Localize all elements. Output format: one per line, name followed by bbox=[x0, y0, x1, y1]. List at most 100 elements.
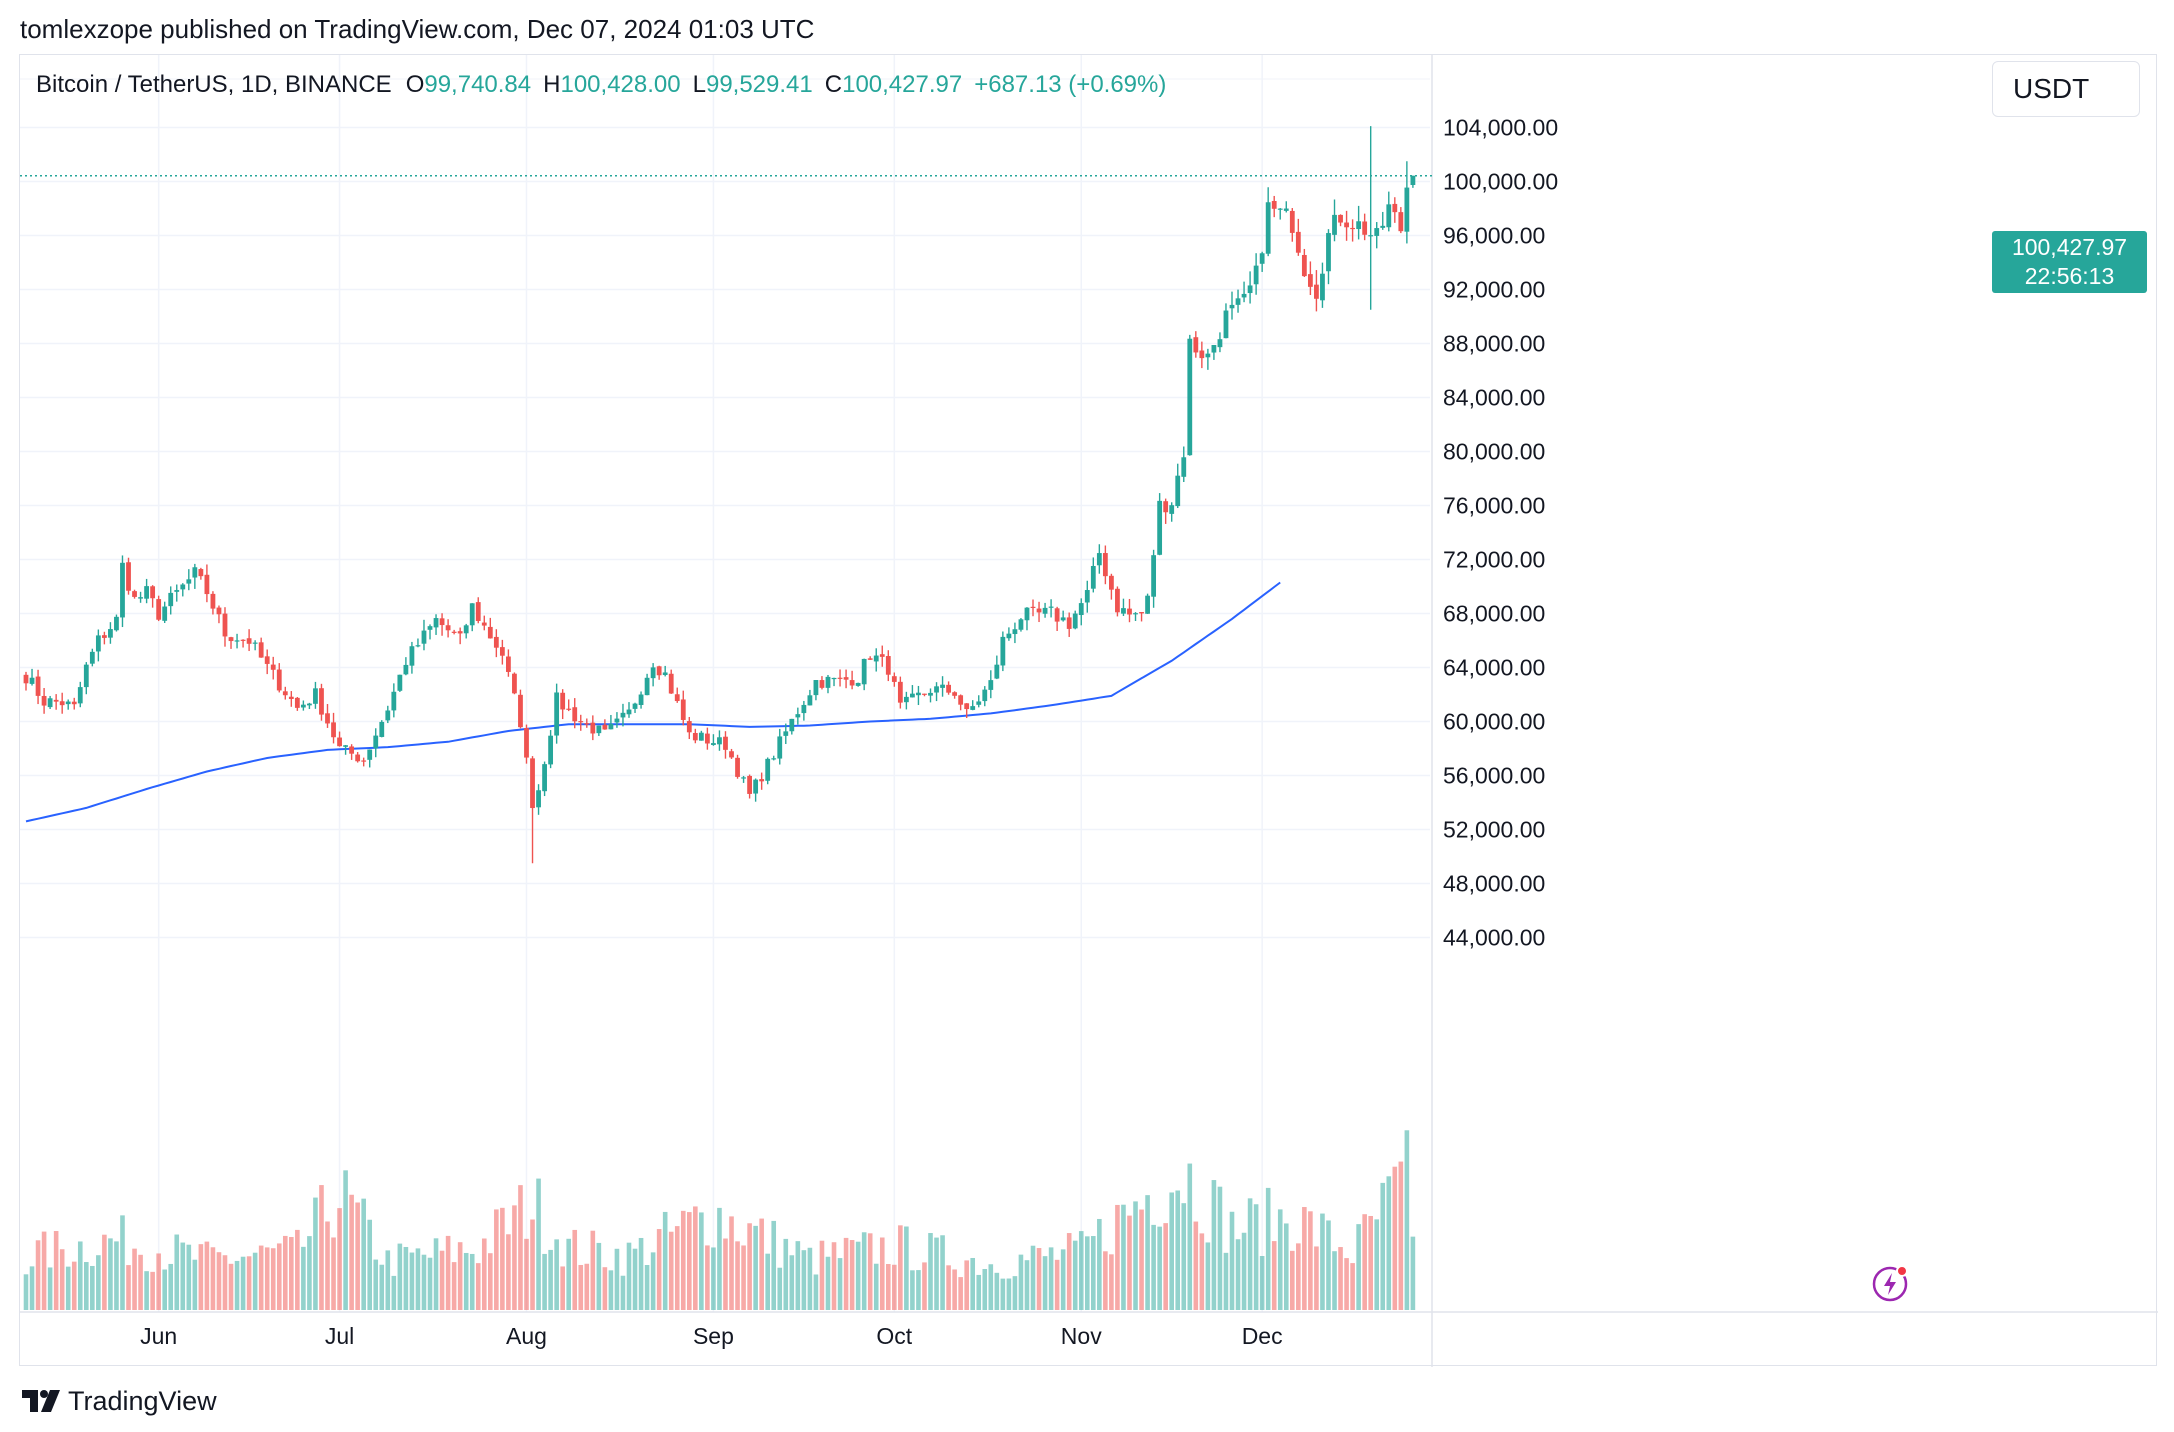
volume-bar bbox=[325, 1221, 330, 1310]
candle-body bbox=[210, 593, 216, 609]
candle-body bbox=[204, 574, 210, 595]
volume-bar bbox=[469, 1253, 475, 1310]
candle-body bbox=[463, 625, 469, 634]
volume-bar bbox=[837, 1258, 843, 1310]
volume-bar bbox=[1362, 1214, 1367, 1310]
volume-bar bbox=[1217, 1186, 1223, 1310]
volume-bar bbox=[626, 1242, 632, 1310]
candle-body bbox=[711, 743, 716, 745]
volume-bar bbox=[481, 1238, 487, 1310]
tradingview-brand: TradingView bbox=[68, 1385, 217, 1416]
candle-body bbox=[891, 676, 897, 682]
candle-body bbox=[506, 656, 511, 672]
tradingview-logo[interactable]: TradingView bbox=[20, 1384, 217, 1418]
volume-bar bbox=[264, 1247, 270, 1310]
volume-bar bbox=[1368, 1215, 1373, 1310]
volume-bar bbox=[1205, 1242, 1211, 1310]
volume-bar bbox=[35, 1240, 41, 1310]
candle-body bbox=[1241, 293, 1247, 298]
volume-bar bbox=[928, 1233, 933, 1310]
volume-bar bbox=[650, 1252, 656, 1310]
volume-bar bbox=[1356, 1224, 1361, 1310]
volume-bar bbox=[475, 1263, 481, 1310]
volume-bar bbox=[524, 1238, 529, 1310]
candle-body bbox=[879, 654, 885, 657]
volume-bar bbox=[1109, 1254, 1114, 1310]
volume-bar bbox=[1072, 1240, 1078, 1310]
volume-bar bbox=[210, 1247, 216, 1310]
candle-body bbox=[1109, 575, 1114, 590]
volume-bar bbox=[65, 1266, 71, 1310]
flash-icon[interactable] bbox=[1871, 1263, 1911, 1303]
candle-body bbox=[397, 674, 403, 691]
candle-body bbox=[108, 629, 113, 638]
y-tick-label: 52,000.00 bbox=[1443, 817, 1545, 843]
volume-bar bbox=[319, 1185, 324, 1310]
volume-bar bbox=[258, 1245, 264, 1310]
chart-frame[interactable]: 104,000.00 100,000.00 96,000.00 92,000.00 88… bbox=[19, 54, 2158, 1367]
candle-body bbox=[849, 680, 855, 686]
candle-body bbox=[294, 697, 300, 708]
candle-body bbox=[228, 637, 234, 642]
volume-bar bbox=[668, 1231, 674, 1310]
candlestick-chart[interactable]: 104,000.00 100,000.00 96,000.00 92,000.00 88… bbox=[20, 55, 2158, 1367]
volume-bar bbox=[433, 1238, 439, 1310]
volume-bar bbox=[801, 1250, 807, 1310]
volume-bar bbox=[717, 1207, 722, 1310]
volume-bar bbox=[632, 1248, 638, 1310]
volume-bar bbox=[1169, 1192, 1174, 1310]
candle-body bbox=[258, 642, 264, 658]
candle-body bbox=[777, 736, 783, 759]
candle-body bbox=[1181, 457, 1187, 477]
volume-bar bbox=[186, 1244, 192, 1310]
volume-bar bbox=[879, 1237, 885, 1310]
y-tick-label: 84,000.00 bbox=[1443, 385, 1545, 411]
candle-body bbox=[994, 664, 1000, 679]
candle-body bbox=[644, 677, 650, 696]
volume-bar bbox=[138, 1254, 143, 1310]
y-tick-label: 44,000.00 bbox=[1443, 925, 1545, 951]
volume-bar bbox=[1277, 1209, 1283, 1310]
volume-bar bbox=[59, 1249, 65, 1310]
y-tick-label: 56,000.00 bbox=[1443, 763, 1545, 789]
candle-body bbox=[843, 677, 849, 680]
candle-body bbox=[475, 602, 481, 621]
volume-bar bbox=[578, 1264, 584, 1310]
volume-bar bbox=[638, 1237, 644, 1310]
volume-bar bbox=[1320, 1213, 1325, 1310]
volume-bar bbox=[23, 1274, 29, 1310]
volume-bar bbox=[542, 1253, 547, 1310]
candle-body bbox=[964, 703, 970, 710]
x-tick-label: Nov bbox=[1061, 1323, 1102, 1349]
volume-bar bbox=[222, 1255, 228, 1310]
volume-bar bbox=[1344, 1258, 1349, 1310]
volume-bar bbox=[1012, 1276, 1018, 1310]
volume-bar bbox=[246, 1256, 252, 1310]
candle-body bbox=[602, 724, 608, 730]
volume-bar bbox=[970, 1257, 976, 1310]
candle-body bbox=[686, 721, 692, 733]
candle-body bbox=[288, 696, 294, 699]
candle-body bbox=[831, 677, 837, 680]
candle-body bbox=[367, 749, 373, 760]
volume-bar bbox=[1326, 1220, 1331, 1310]
volume-bar bbox=[1121, 1204, 1126, 1310]
symbol-label[interactable]: Bitcoin / TetherUS, 1D, BINANCE bbox=[36, 71, 392, 98]
volume-bar bbox=[174, 1234, 180, 1310]
volume-bar bbox=[1199, 1233, 1205, 1310]
currency-unit-button[interactable]: USDT bbox=[1992, 61, 2140, 117]
candle-body bbox=[1006, 633, 1012, 639]
candle-body bbox=[807, 695, 813, 706]
candle-body bbox=[355, 754, 361, 762]
candle-body bbox=[1036, 608, 1042, 613]
volume-bar bbox=[373, 1259, 379, 1310]
candle-body bbox=[276, 669, 282, 691]
candle-body bbox=[1157, 500, 1163, 555]
candle-body bbox=[1301, 254, 1307, 277]
candle-body bbox=[126, 562, 131, 591]
candle-body bbox=[216, 607, 222, 615]
volume-bar bbox=[1151, 1224, 1156, 1310]
volume-bar bbox=[126, 1265, 131, 1310]
candle-body bbox=[771, 758, 777, 760]
candle-body bbox=[403, 664, 409, 675]
